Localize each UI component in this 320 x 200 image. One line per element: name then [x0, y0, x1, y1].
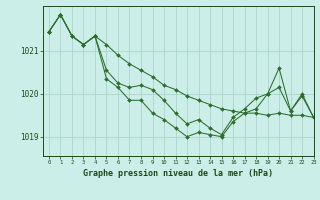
X-axis label: Graphe pression niveau de la mer (hPa): Graphe pression niveau de la mer (hPa)	[84, 169, 273, 178]
